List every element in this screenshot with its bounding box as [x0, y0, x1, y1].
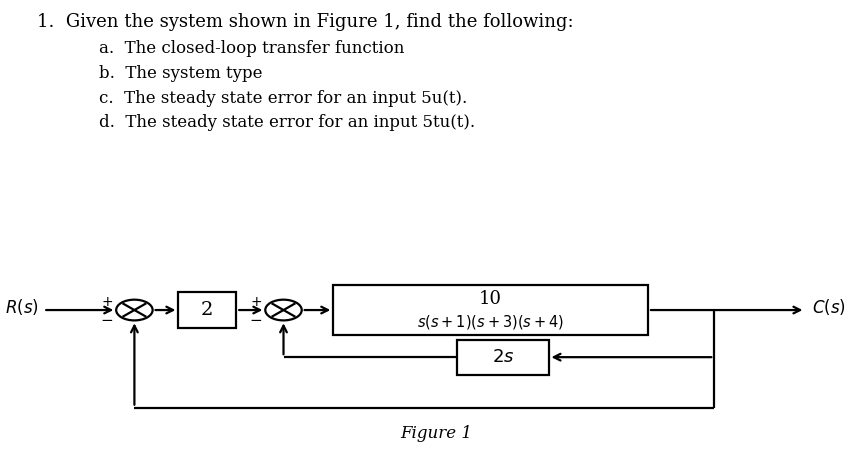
- Text: $2s$: $2s$: [492, 348, 514, 366]
- Text: b.  The system type: b. The system type: [99, 65, 262, 82]
- Bar: [457, 340, 549, 374]
- Text: 10: 10: [479, 290, 502, 308]
- Bar: [179, 292, 236, 328]
- Text: c.  The steady state error for an input 5u(t).: c. The steady state error for an input 5…: [99, 90, 467, 107]
- Text: d.  The steady state error for an input 5tu(t).: d. The steady state error for an input 5…: [99, 115, 475, 131]
- Text: a.  The closed-loop transfer function: a. The closed-loop transfer function: [99, 40, 404, 57]
- Text: $-$: $-$: [100, 311, 113, 326]
- Text: 1.  Given the system shown in Figure 1, find the following:: 1. Given the system shown in Figure 1, f…: [38, 13, 574, 31]
- Text: Figure 1: Figure 1: [401, 426, 473, 442]
- Text: $s(s+1)(s+3)(s+4)$: $s(s+1)(s+3)(s+4)$: [417, 313, 564, 331]
- Text: +: +: [101, 294, 113, 309]
- Text: $C(s)$: $C(s)$: [812, 297, 846, 317]
- Bar: [333, 285, 648, 335]
- Text: $R(s)$: $R(s)$: [4, 297, 38, 317]
- Text: 2: 2: [201, 301, 214, 319]
- Text: $-$: $-$: [249, 311, 262, 326]
- Text: +: +: [251, 294, 262, 309]
